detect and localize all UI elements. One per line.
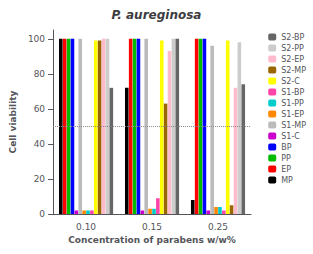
svg-text:S2-C: S2-C [281,77,300,86]
svg-text:PP: PP [281,154,291,163]
svg-text:20: 20 [34,174,46,184]
svg-text:S2-PP: S2-PP [281,44,304,53]
svg-text:S1-BP: S1-BP [281,88,304,97]
svg-text:S1-MP: S1-MP [281,121,306,130]
svg-text:0: 0 [39,209,45,219]
svg-text:MP: MP [281,176,293,185]
svg-text:60: 60 [34,104,46,114]
svg-text:S2-BP: S2-BP [281,33,304,42]
svg-text:Concentration of parabens w/w%: Concentration of parabens w/w% [68,235,236,245]
svg-text:EP: EP [281,165,291,174]
svg-text:80: 80 [34,69,46,79]
svg-text:S2-EP: S2-EP [281,55,304,64]
svg-text:P. aureginosa: P. aureginosa [112,8,202,22]
svg-text:S1-EP: S1-EP [281,110,304,119]
svg-text:Cell viability: Cell viability [8,90,18,153]
svg-text:S2-MP: S2-MP [281,66,306,75]
svg-text:100: 100 [28,34,45,44]
svg-text:0.15: 0.15 [142,222,162,232]
svg-text:0.10: 0.10 [76,222,96,232]
svg-text:S1-C: S1-C [281,132,300,141]
svg-text:40: 40 [34,139,46,149]
svg-text:S1-PP: S1-PP [281,99,304,108]
svg-text:BP: BP [281,143,291,152]
svg-text:0.25: 0.25 [208,222,228,232]
